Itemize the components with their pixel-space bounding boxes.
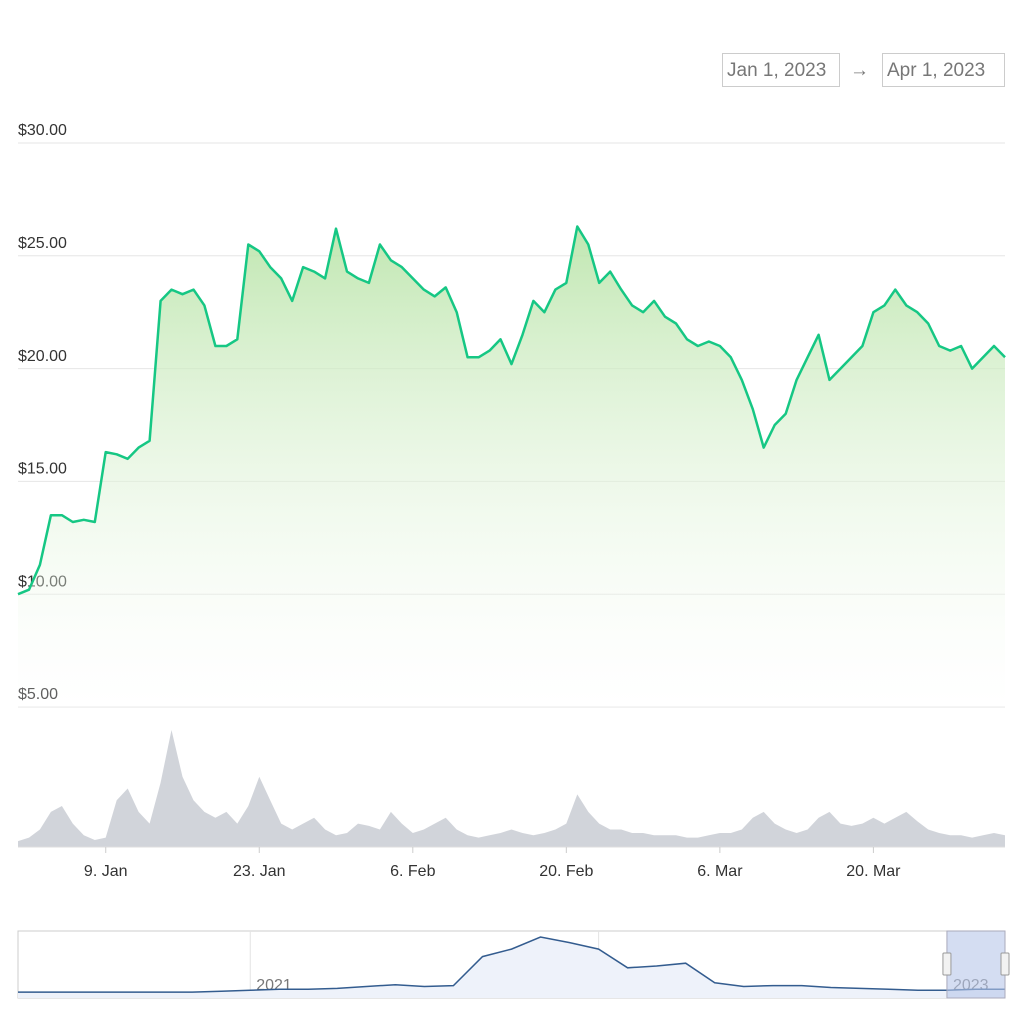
navigator-handle[interactable] (1000, 952, 1010, 976)
x-tick-label: 9. Jan (84, 863, 128, 880)
price-area (18, 226, 1005, 707)
y-tick-label: $15.00 (18, 461, 67, 478)
price-line (17, 225, 1006, 596)
range-arrow: → (850, 60, 869, 81)
x-tick-label: 6. Mar (697, 863, 743, 880)
navigator-selection (946, 930, 1006, 999)
x-tick-label: 20. Feb (539, 863, 593, 880)
volume-area (18, 730, 1005, 847)
x-tick-label: 6. Feb (390, 863, 435, 880)
range-to[interactable]: Apr 1, 2023 (882, 53, 1005, 87)
range-from[interactable]: Jan 1, 2023 (722, 53, 840, 87)
navigator-handle[interactable] (942, 952, 952, 976)
y-tick-label: $20.00 (18, 348, 67, 365)
x-tick-label: 20. Mar (846, 863, 901, 880)
navigator-area (18, 937, 1005, 998)
x-tick-label: 23. Jan (233, 863, 285, 880)
navigator-line (18, 936, 1005, 993)
y-tick-label: $25.00 (18, 235, 67, 252)
y-tick-label: $30.00 (18, 122, 67, 139)
